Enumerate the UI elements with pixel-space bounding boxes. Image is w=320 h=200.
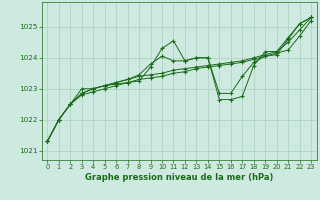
X-axis label: Graphe pression niveau de la mer (hPa): Graphe pression niveau de la mer (hPa) [85,173,273,182]
